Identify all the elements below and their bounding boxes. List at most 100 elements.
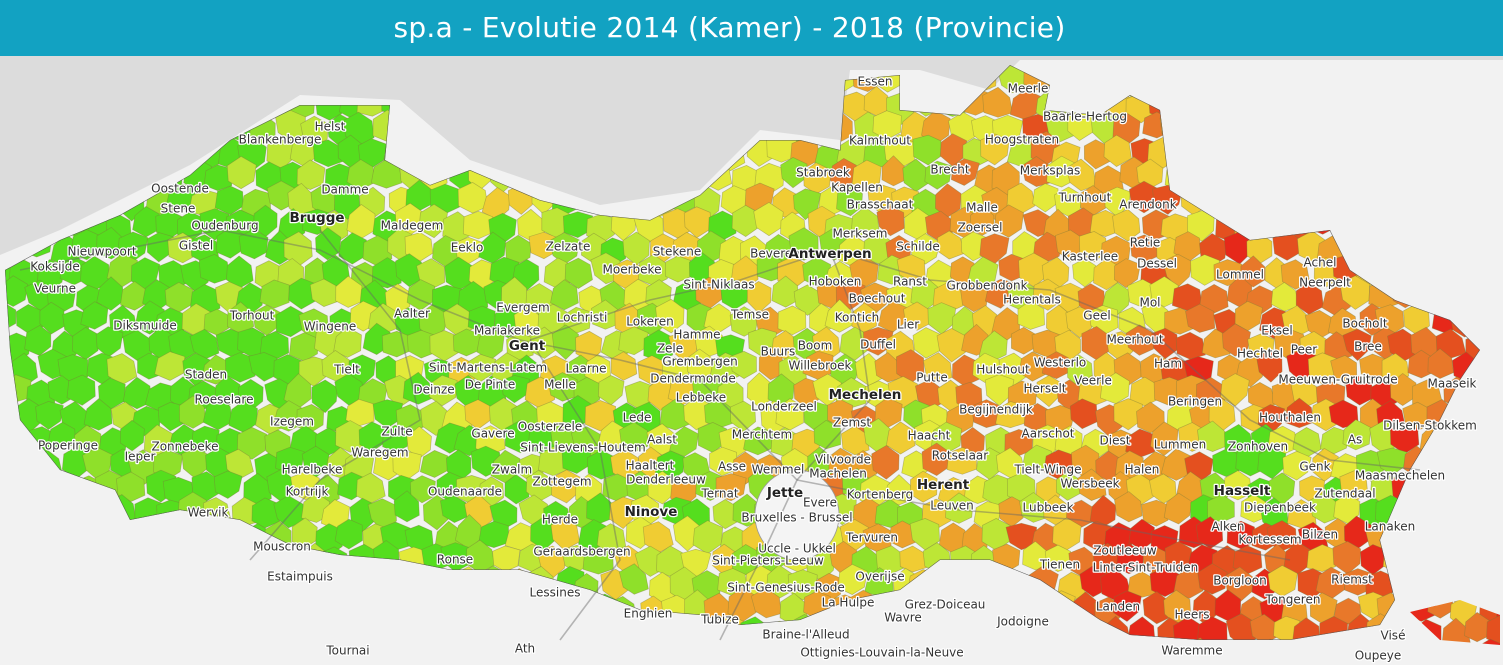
municipality [0, 373, 4, 403]
place-label: Antwerpen [788, 246, 871, 262]
municipality [1199, 283, 1229, 314]
title-bar: sp.a - Evolutie 2014 (Kamer) - 2018 (Pro… [0, 0, 1503, 56]
place-label: Kalmthout [849, 134, 911, 148]
municipality [542, 641, 572, 645]
municipality [405, 566, 435, 597]
municipality [1496, 112, 1500, 145]
place-label: Sint-Martens-Latem [429, 361, 547, 375]
municipality [416, 636, 446, 645]
municipality [1489, 379, 1500, 408]
roads [19, 229, 1421, 641]
municipality [377, 644, 405, 645]
municipality [1334, 203, 1366, 236]
municipality [1207, 494, 1235, 523]
municipality [134, 540, 159, 571]
place-label: Torhout [229, 309, 275, 323]
place-label: As [1348, 433, 1362, 447]
municipality [550, 279, 579, 311]
place-label: Damme [321, 183, 368, 197]
municipality [1233, 66, 1264, 100]
place-label: Tielt-Winge [1013, 463, 1081, 477]
place-label: Braine-l'Alleud [762, 628, 849, 642]
municipality [1478, 444, 1500, 477]
place-label: Gistel [179, 239, 213, 253]
municipality [5, 356, 13, 390]
municipality [946, 447, 978, 475]
municipality [720, 279, 750, 310]
municipality [96, 522, 127, 553]
municipality [1346, 135, 1374, 168]
municipality [938, 615, 965, 645]
municipality [945, 492, 974, 524]
municipality [1032, 183, 1059, 213]
place-label: Herent [917, 477, 970, 493]
municipality [203, 544, 233, 574]
place-label: Meeuwen-Gruitrode [1278, 373, 1397, 387]
municipality [971, 399, 1002, 428]
municipality [399, 594, 429, 625]
place-label: Alken [1211, 520, 1244, 534]
municipality [1413, 84, 1441, 117]
municipality [1475, 203, 1500, 236]
municipality [332, 569, 361, 599]
municipality [456, 615, 488, 645]
municipality [1343, 568, 1374, 596]
municipality [213, 569, 241, 602]
municipality [1175, 331, 1206, 360]
municipality [1389, 372, 1417, 407]
municipality [1185, 303, 1216, 333]
place-label: Wemmel [752, 463, 805, 477]
municipality [1424, 65, 1456, 95]
municipality [1484, 473, 1500, 503]
municipality [1201, 181, 1232, 217]
municipality [1308, 111, 1339, 146]
place-label: Sint-Niklaas [683, 278, 754, 292]
municipality [467, 305, 496, 333]
municipality [1319, 189, 1351, 221]
municipality [1485, 323, 1500, 358]
municipality [395, 253, 425, 288]
place-label: Lokeren [626, 315, 673, 329]
municipality [1342, 328, 1372, 362]
place-label: Beringen [1168, 395, 1222, 409]
place-label: Brasschaat [847, 198, 914, 212]
municipalities [0, 65, 1500, 665]
municipality [1223, 470, 1252, 501]
municipality [1328, 108, 1357, 139]
municipality [259, 279, 290, 309]
municipality [110, 640, 139, 645]
municipality [253, 647, 278, 665]
place-label: Dendermonde [650, 372, 736, 386]
municipality [1285, 65, 1316, 97]
place-label: De Pinte [465, 378, 515, 392]
place-label: Temse [730, 308, 769, 322]
municipality [5, 573, 7, 605]
place-label: Linter [1093, 561, 1128, 575]
municipality [1450, 494, 1479, 527]
place-label: Kontich [835, 311, 879, 325]
municipality [963, 563, 988, 596]
municipality [1453, 646, 1479, 665]
place-label: Schilde [896, 240, 940, 254]
municipality [146, 524, 177, 555]
place-label: Duffel [860, 338, 896, 352]
place-label: Maaseik [1428, 377, 1477, 391]
municipality [787, 569, 818, 601]
municipality [32, 641, 63, 645]
municipality [255, 593, 285, 626]
place-label: Zulte [381, 425, 412, 439]
municipality [1442, 232, 1469, 269]
place-label: Diest [1100, 434, 1131, 448]
municipality [1426, 163, 1457, 198]
place-label: Grobbendonk [946, 279, 1027, 293]
municipality [969, 640, 999, 645]
municipality [1116, 543, 1145, 575]
municipality [1017, 300, 1045, 330]
municipality [887, 376, 918, 409]
municipality [924, 160, 952, 190]
municipality [1164, 65, 1195, 94]
municipality [1129, 234, 1159, 263]
municipality [645, 621, 676, 645]
municipality [273, 495, 304, 529]
municipality [1487, 181, 1500, 213]
